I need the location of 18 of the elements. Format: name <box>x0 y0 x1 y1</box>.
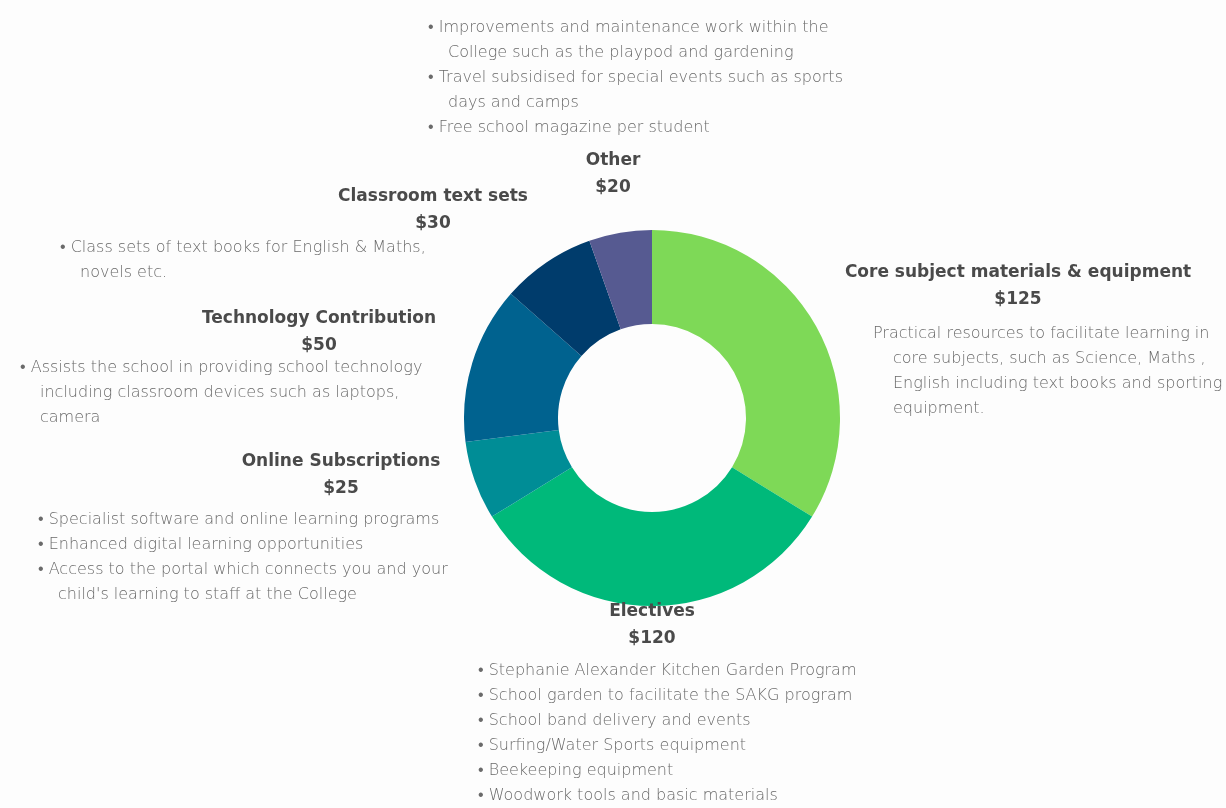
text: • Improvements and maintenance work within the College such as the playpod and gardening • Travel subsidised for special events such as sports days and camps • Free school magazine per student <box>428 16 844 138</box>
data-label: $50 <box>301 334 337 355</box>
slice-label: Classroom text sets <box>338 185 528 206</box>
text: • Class sets of text books for English & Maths, novels etc. <box>60 236 427 283</box>
data-label: $30 <box>415 212 451 233</box>
data-label: $125 <box>994 288 1042 309</box>
slice-label: Other <box>585 149 641 170</box>
text: • Stephanie Alexander Kitchen Garden Program • School garden to facilitate the SAKG program • School band delivery and events • Surfing/Water Sports equipment • Beekeeping equipment • Woodwork tools and basic materials <box>478 659 858 806</box>
text: • Assists the school in providing school technology including classroom devices such as laptops, camera <box>20 356 424 428</box>
data-label: $20 <box>595 176 631 197</box>
slice-label: Online Subscriptions <box>241 450 441 471</box>
data-label: $120 <box>628 627 676 648</box>
slice-label: Core subject materials & equipment <box>844 261 1192 282</box>
slice-label: Technology Contribution <box>201 307 437 328</box>
data-label: $25 <box>323 477 359 498</box>
text: Practical resources to facilitate learning in core subjects, such as Science, Maths , English including text books and sporting equipment. <box>873 322 1223 419</box>
text: • Specialist software and online learning programs • Enhanced digital learning opportunities • Access to the portal which connects you and your child's learning to staff at the College <box>38 508 449 605</box>
slice-label: Electives <box>609 600 695 621</box>
